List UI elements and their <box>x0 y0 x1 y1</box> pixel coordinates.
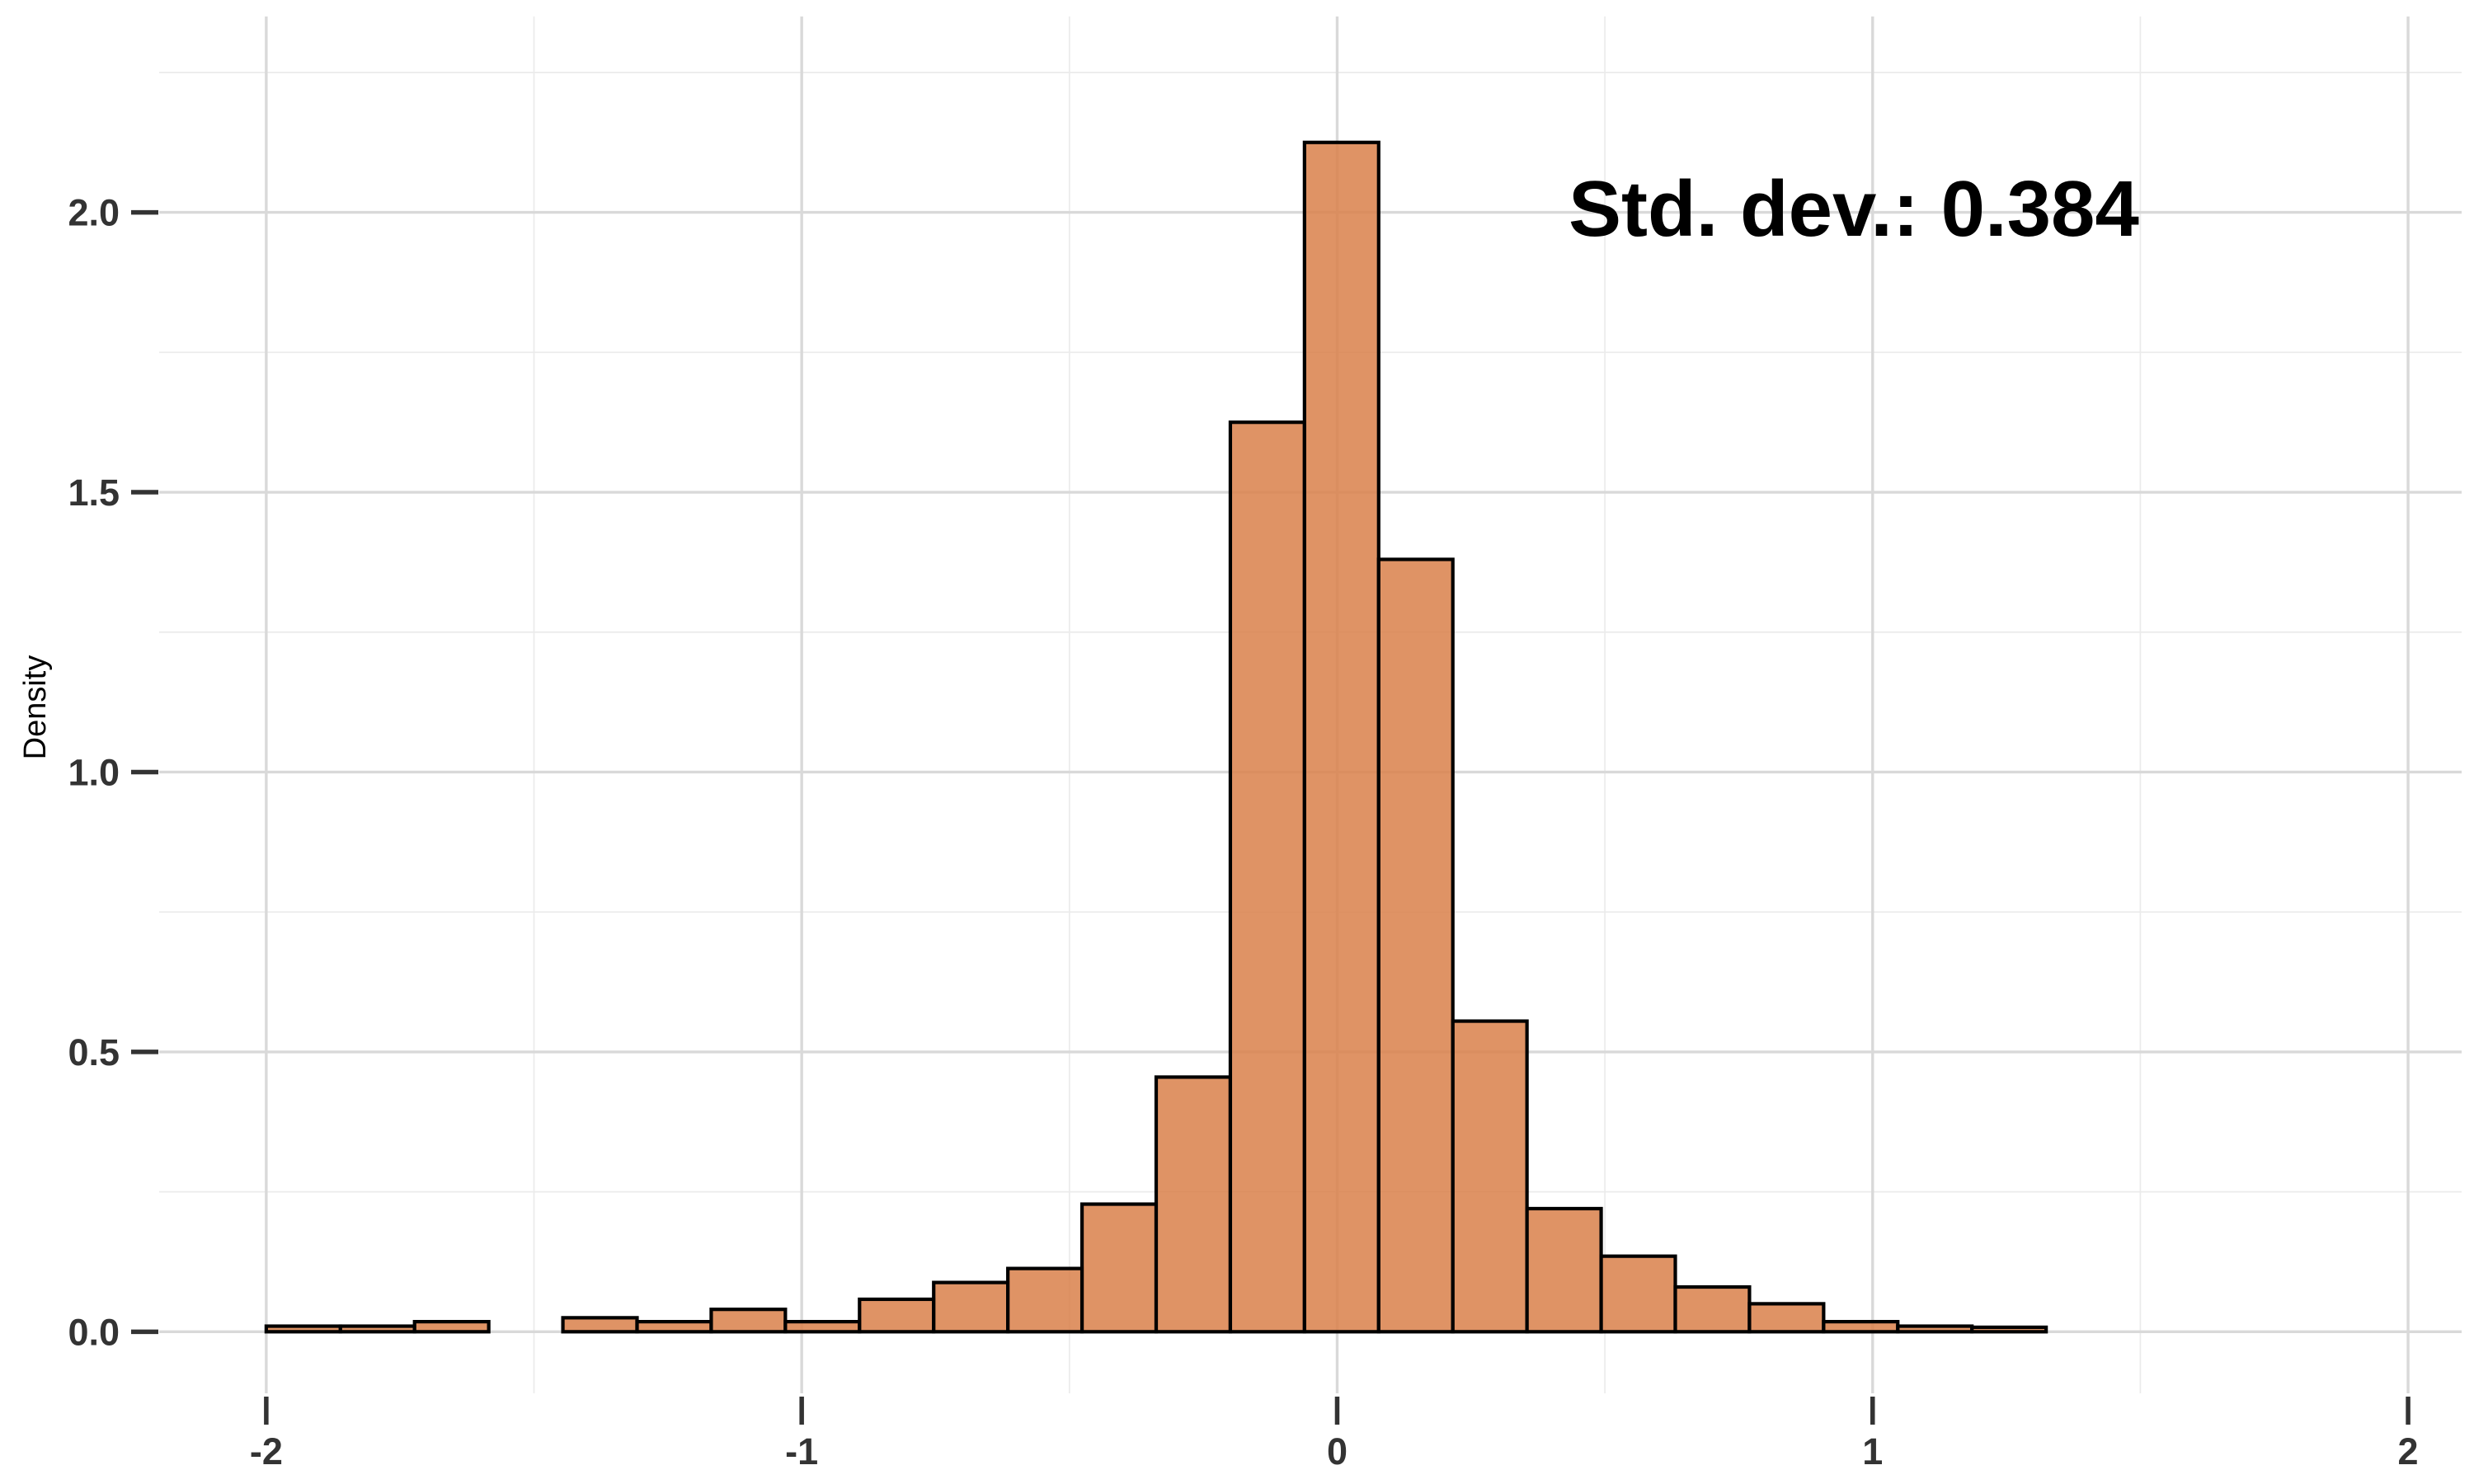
x-axis: -2 -1 0 1 2 <box>250 1397 2419 1472</box>
histogram-bar <box>709 1308 788 1334</box>
histogram-bar <box>1302 140 1380 1334</box>
x-tick-label: -2 <box>250 1430 283 1472</box>
histogram-bar <box>1525 1206 1603 1334</box>
y-tick-label: 0.0 <box>68 1311 120 1353</box>
x-tick-label: 2 <box>2398 1430 2419 1472</box>
histogram-bar <box>1228 420 1306 1334</box>
x-tick-label: 1 <box>1862 1430 1883 1472</box>
histogram-bar <box>783 1320 862 1334</box>
std-dev-annotation: Std. dev.: 0.384 <box>1569 165 2139 253</box>
y-axis: 0.0 0.5 1.0 1.5 2.0 <box>68 192 158 1353</box>
histogram-bar <box>1376 557 1455 1334</box>
histogram-bar <box>1006 1266 1084 1334</box>
histogram-bar <box>1451 1019 1529 1334</box>
histogram-bar <box>932 1280 1010 1334</box>
histogram-bar <box>338 1324 416 1334</box>
histogram-bar <box>1747 1302 1826 1334</box>
x-tick-label: 0 <box>1327 1430 1348 1472</box>
histogram-bar <box>412 1320 491 1334</box>
x-tick-label: -1 <box>785 1430 818 1472</box>
histogram-bar <box>1896 1324 1974 1334</box>
histogram-bar <box>1970 1325 2048 1334</box>
histogram-bar <box>858 1297 936 1334</box>
y-tick-label: 2.0 <box>68 192 120 234</box>
histogram-bar <box>561 1316 639 1334</box>
histogram-bars <box>264 140 2048 1334</box>
histogram-bar <box>1822 1320 1900 1334</box>
histogram-bar <box>1079 1202 1159 1334</box>
histogram-bar <box>635 1320 713 1334</box>
histogram-bar <box>1599 1254 1677 1334</box>
y-tick-label: 1.5 <box>68 472 120 514</box>
histogram-bar <box>1154 1075 1233 1334</box>
histogram-bar <box>1673 1284 1752 1334</box>
y-tick-label: 0.5 <box>68 1031 120 1073</box>
y-tick-label: 1.0 <box>68 751 120 793</box>
histogram-bar <box>264 1324 342 1334</box>
y-axis-title: Density <box>18 655 53 760</box>
